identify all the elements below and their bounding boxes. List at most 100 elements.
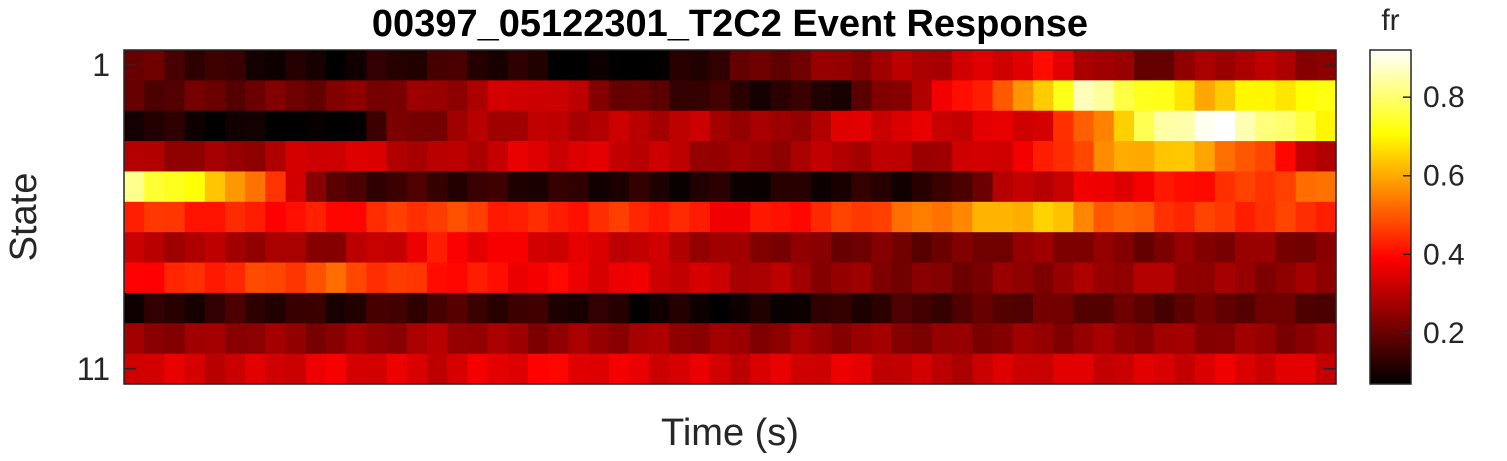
heatmap-cell bbox=[1073, 292, 1095, 324]
heatmap-cell bbox=[326, 323, 347, 355]
heatmap-cell bbox=[810, 232, 832, 264]
heatmap-cell bbox=[447, 110, 468, 142]
heatmap-cell bbox=[1174, 292, 1196, 324]
heatmap-cell bbox=[1113, 80, 1135, 112]
heatmap-cell bbox=[750, 201, 771, 233]
heatmap-cell bbox=[1315, 171, 1337, 203]
heatmap-cell bbox=[952, 232, 973, 264]
heatmap-cell bbox=[911, 353, 933, 385]
heatmap-cell bbox=[770, 141, 792, 173]
heatmap-cell bbox=[164, 353, 186, 385]
heatmap-cell bbox=[265, 323, 287, 355]
heatmap-cell bbox=[427, 201, 448, 233]
heatmap-cell bbox=[810, 262, 832, 294]
heatmap-cell bbox=[972, 50, 994, 81]
heatmap-cell bbox=[1134, 201, 1155, 233]
heatmap-cell bbox=[669, 232, 691, 264]
heatmap-cell bbox=[730, 232, 751, 264]
heatmap-cell bbox=[952, 353, 973, 385]
heatmap-cell bbox=[225, 292, 246, 324]
heatmap-cell bbox=[1255, 110, 1276, 142]
heatmap-cell bbox=[891, 50, 913, 81]
heatmap-cell bbox=[750, 323, 771, 355]
heatmap-cell bbox=[1073, 232, 1095, 264]
heatmap-cell bbox=[790, 50, 812, 81]
heatmap-cell bbox=[932, 292, 953, 324]
heatmap-cell bbox=[507, 110, 529, 142]
heatmap-cell bbox=[386, 232, 408, 264]
heatmap-cell bbox=[1255, 141, 1276, 173]
heatmap-cell bbox=[932, 50, 953, 81]
heatmap-cell bbox=[184, 201, 206, 233]
heatmap-cell bbox=[1174, 323, 1196, 355]
heatmap-cell bbox=[669, 292, 691, 324]
colorbar-label: fr bbox=[1381, 4, 1399, 37]
heatmap-cell bbox=[305, 232, 327, 264]
heatmap-cell bbox=[730, 292, 751, 324]
heatmap-cell bbox=[790, 232, 812, 264]
heatmap-cell bbox=[911, 201, 933, 233]
heatmap-cell bbox=[790, 171, 812, 203]
heatmap-cell bbox=[164, 232, 186, 264]
heatmap-cell bbox=[588, 232, 610, 264]
heatmap-cell bbox=[1093, 141, 1115, 173]
heatmap-cell bbox=[911, 262, 933, 294]
heatmap-cell bbox=[144, 80, 165, 112]
heatmap-cell bbox=[1093, 80, 1115, 112]
heatmap-cell bbox=[1275, 201, 1297, 233]
heatmap-cell bbox=[689, 232, 711, 264]
heatmap-cell bbox=[629, 80, 650, 112]
heatmap-cell bbox=[568, 80, 590, 112]
heatmap-cell bbox=[1315, 292, 1337, 324]
heatmap-cell bbox=[1053, 171, 1074, 203]
heatmap-cell bbox=[992, 201, 1014, 233]
heatmap-cell bbox=[406, 201, 428, 233]
heatmap-cell bbox=[1093, 50, 1115, 81]
heatmap-cell bbox=[245, 50, 266, 81]
heatmap-cell bbox=[265, 262, 287, 294]
heatmap-cell bbox=[1255, 262, 1276, 294]
heatmap-cell bbox=[1093, 110, 1115, 142]
heatmap-cell bbox=[1295, 262, 1317, 294]
heatmap-cell bbox=[730, 201, 751, 233]
heatmap-cell bbox=[1214, 171, 1236, 203]
heatmap-cell bbox=[891, 201, 913, 233]
heatmap-cell bbox=[709, 141, 731, 173]
heatmap-cell bbox=[972, 201, 994, 233]
heatmap-cell bbox=[1033, 292, 1054, 324]
heatmap-cell bbox=[326, 353, 347, 385]
y-tick-label: 11 bbox=[77, 351, 110, 387]
heatmap-cell bbox=[1275, 262, 1297, 294]
heatmap-cell bbox=[709, 262, 731, 294]
heatmap-cell bbox=[467, 141, 489, 173]
heatmap-cell bbox=[366, 262, 388, 294]
heatmap-cell bbox=[911, 232, 933, 264]
heatmap-cell bbox=[871, 50, 893, 81]
heatmap-cell bbox=[487, 323, 509, 355]
heatmap-cell bbox=[346, 232, 367, 264]
heatmap-cell bbox=[1073, 80, 1095, 112]
heatmap-cell bbox=[386, 110, 408, 142]
heatmap-cell bbox=[1073, 50, 1095, 81]
heatmap-cell bbox=[305, 292, 327, 324]
heatmap-cell bbox=[851, 323, 872, 355]
heatmap-cell bbox=[992, 110, 1014, 142]
heatmap-cell bbox=[992, 323, 1014, 355]
heatmap-cell bbox=[851, 262, 872, 294]
heatmap-cell bbox=[144, 201, 165, 233]
heatmap-cell bbox=[528, 141, 549, 173]
heatmap-cell bbox=[730, 323, 751, 355]
heatmap-cell bbox=[548, 201, 569, 233]
heatmap-cell bbox=[851, 232, 872, 264]
heatmap-cell bbox=[629, 232, 650, 264]
heatmap-cell bbox=[730, 262, 751, 294]
heatmap-cell bbox=[245, 353, 266, 385]
heatmap-cell bbox=[386, 353, 408, 385]
heatmap-cell bbox=[507, 232, 529, 264]
heatmap-cell bbox=[386, 201, 408, 233]
heatmap-cell bbox=[629, 353, 650, 385]
heatmap-cell bbox=[831, 262, 852, 294]
heatmap-cell bbox=[285, 80, 307, 112]
heatmap-cell bbox=[1275, 171, 1297, 203]
heatmap-cell bbox=[1255, 292, 1276, 324]
